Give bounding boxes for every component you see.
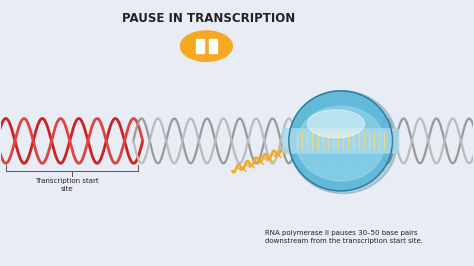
Ellipse shape xyxy=(297,106,385,181)
Text: PAUSE IN TRANSCRIPTION: PAUSE IN TRANSCRIPTION xyxy=(122,12,295,25)
FancyBboxPatch shape xyxy=(196,39,203,53)
Text: RNA polymerase II pauses 30–50 base pairs
downstream from the transcription star: RNA polymerase II pauses 30–50 base pair… xyxy=(265,230,423,244)
Text: Transcription start
site: Transcription start site xyxy=(36,178,99,192)
Ellipse shape xyxy=(289,91,397,194)
FancyBboxPatch shape xyxy=(209,39,217,53)
Ellipse shape xyxy=(181,31,232,61)
FancyBboxPatch shape xyxy=(283,129,399,153)
Ellipse shape xyxy=(308,110,365,138)
Ellipse shape xyxy=(289,91,392,191)
